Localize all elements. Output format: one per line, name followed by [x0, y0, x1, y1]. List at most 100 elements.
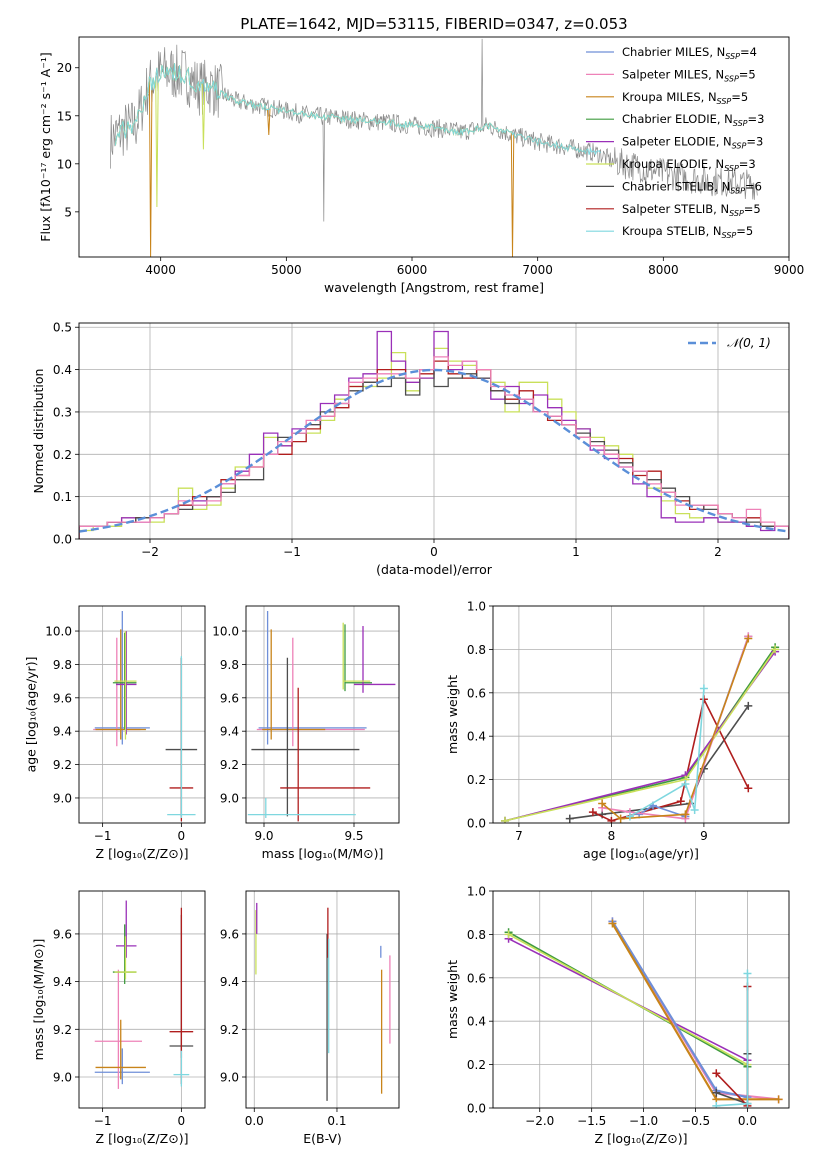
- y-tick-label: 0.6: [467, 971, 486, 985]
- legend-subscript: SSP: [717, 97, 732, 106]
- y-tick-label: 9.8: [220, 658, 239, 672]
- chart-mw_age: 7 8 9 0.0 0.2 0.4 0.6 0.8 1.0 age [log₁₀(age/yr)]…: [445, 600, 790, 861]
- mass-weight-marker: [771, 645, 780, 654]
- x-axis-label: wavelength [Angstrom, rest frame]: [324, 280, 544, 295]
- y-tick-label: 9.6: [53, 691, 72, 705]
- y-tick-label: 0.0: [467, 817, 486, 831]
- legend-count: =5: [744, 202, 761, 216]
- mass-weight-marker: [744, 634, 753, 643]
- mass-weight-marker: [607, 816, 616, 823]
- histogram-step: [79, 368, 789, 539]
- legend-count: =3: [746, 135, 763, 149]
- legend-subscript: SSP: [722, 231, 737, 240]
- x-axis-label: mass [log₁₀(M/M⊙)]: [262, 846, 384, 861]
- x-tick-label: 1: [572, 545, 580, 559]
- residual-legend: 𝒩(0, 1): [688, 336, 771, 350]
- x-tick-label: 0: [178, 1114, 186, 1128]
- legend-entry: Kroupa MILES, NSSP=5: [622, 90, 748, 106]
- x-axis-label: age [log₁₀(age/yr)]: [583, 846, 699, 861]
- legend-entry: 𝒩(0, 1): [727, 336, 771, 350]
- x-tick-label: −2.0: [525, 1114, 554, 1128]
- histogram-step: [79, 356, 789, 539]
- y-axis-label: mass [log₁₀(M/M⊙)]: [31, 939, 46, 1061]
- legend-text: Chabrier ELODIE, N: [622, 112, 733, 126]
- mass-weight-marker: [712, 1088, 721, 1097]
- axes-frame: [245, 605, 400, 824]
- x-tick-label: 6000: [397, 263, 428, 277]
- observed-spectrum-line: [110, 38, 758, 222]
- mass-weight-marker: [676, 797, 685, 806]
- mass-weight-line: [601, 638, 750, 820]
- legend-count: =5: [739, 67, 756, 81]
- y-tick-label: 15: [57, 109, 72, 123]
- legend-entry: Kroupa ELODIE, NSSP=3: [622, 157, 756, 173]
- x-tick-label: −2: [141, 545, 159, 559]
- x-tick-label: 8: [608, 829, 616, 843]
- plot-area-age_vs_mass: [247, 611, 396, 822]
- legend-count: =5: [731, 90, 748, 104]
- model-spectrum-line: [114, 63, 601, 156]
- mass-weight-marker: [588, 808, 597, 817]
- ticks-mass_vs_ebv: 0.0 0.1 9.0 9.2 9.4 9.6: [220, 891, 399, 1128]
- x-tick-label: −1: [283, 545, 301, 559]
- plots-layer: 4000 5000 6000 7000 8000 90005101520wavelengt…: [23, 36, 805, 1146]
- legend-text: Chabrier STELIB, N: [622, 179, 730, 193]
- x-tick-label: 9: [700, 829, 708, 843]
- legend-subscript: SSP: [733, 119, 748, 128]
- y-tick-label: 0.5: [53, 321, 72, 335]
- ticks-mass_vs_z: −1 0 9.0 9.2 9.4 9.6: [53, 891, 205, 1128]
- legend-text: Salpeter STELIB, N: [622, 202, 729, 216]
- plot-area-residuals: [79, 330, 789, 539]
- mass-weight-marker: [501, 816, 510, 823]
- x-tick-label: 9000: [774, 263, 805, 277]
- mass-weight-marker: [774, 1095, 783, 1104]
- x-tick-label: 0.1: [327, 1114, 346, 1128]
- mass-weight-marker: [681, 810, 690, 819]
- figure-title: PLATE=1642, MJD=53115, FIBERID=0347, z=0…: [240, 15, 627, 33]
- legend-subscript: SSP: [729, 209, 744, 218]
- legend-subscript: SSP: [732, 142, 747, 151]
- mass-weight-marker: [712, 1101, 721, 1108]
- mass-weight-line: [716, 973, 749, 1107]
- y-tick-label: 20: [57, 61, 72, 75]
- y-tick-label: 10: [57, 157, 72, 171]
- ticks-residuals: −2 −1 0 1 2 0.0 0.1 0.2 0.3 0.4 0.5: [53, 321, 789, 559]
- x-tick-label: 5000: [271, 263, 302, 277]
- mass-weight-marker: [744, 784, 753, 793]
- x-axis-label: E(B-V): [303, 1131, 342, 1146]
- mass-weight-marker: [681, 779, 690, 788]
- axes-frame: [78, 36, 790, 258]
- mass-weight-marker: [699, 684, 708, 693]
- legend-count: =3: [748, 112, 765, 126]
- chart-residuals: −2 −1 0 1 2 0.0 0.1 0.2 0.3 0.4 0.5 (data-model)/er…: [31, 321, 790, 577]
- y-tick-label: 9.4: [220, 725, 239, 739]
- legend-text: Kroupa ELODIE, N: [622, 157, 724, 171]
- model-spectrum-line: [114, 63, 589, 257]
- x-tick-label: 9.0: [254, 829, 273, 843]
- plot-area-spectrum: [110, 38, 758, 257]
- y-tick-label: 0.0: [467, 1102, 486, 1116]
- y-tick-label: 0.0: [53, 533, 72, 547]
- chart-mw_z: −2.0 −1.5 −1.0 −0.5 0.0 0.0 0.2 0.4 0.6 0.8 1.0 Z […: [445, 885, 790, 1146]
- mass-weight-marker: [743, 1099, 752, 1108]
- legend-entry: Chabrier MILES, NSSP=4: [622, 45, 757, 61]
- ticks-age_vs_mass: 9.0 9.5 9.0 9.2 9.4 9.6 9.8 10.0: [212, 606, 399, 843]
- mass-weight-line: [569, 705, 749, 820]
- mass-weight-line: [629, 688, 705, 818]
- mass-weight-line: [504, 646, 776, 822]
- legend-count: =4: [740, 45, 757, 59]
- x-tick-label: −1.0: [629, 1114, 658, 1128]
- y-tick-label: 0.4: [467, 1015, 486, 1029]
- legend-subscript: SSP: [725, 52, 740, 61]
- axes-frame: [492, 605, 790, 824]
- axes-frame: [492, 890, 790, 1109]
- y-tick-label: 0.4: [53, 363, 72, 377]
- axes-frame: [78, 605, 206, 824]
- mass-weight-line: [611, 920, 748, 1099]
- legend-entry: Salpeter STELIB, NSSP=5: [622, 202, 761, 218]
- y-axis-label: Flux [fλ10⁻¹⁷ erg cm⁻² s⁻¹ A⁻¹]: [38, 52, 53, 241]
- y-tick-label: 0.6: [467, 686, 486, 700]
- legend-subscript: SSP: [724, 74, 739, 83]
